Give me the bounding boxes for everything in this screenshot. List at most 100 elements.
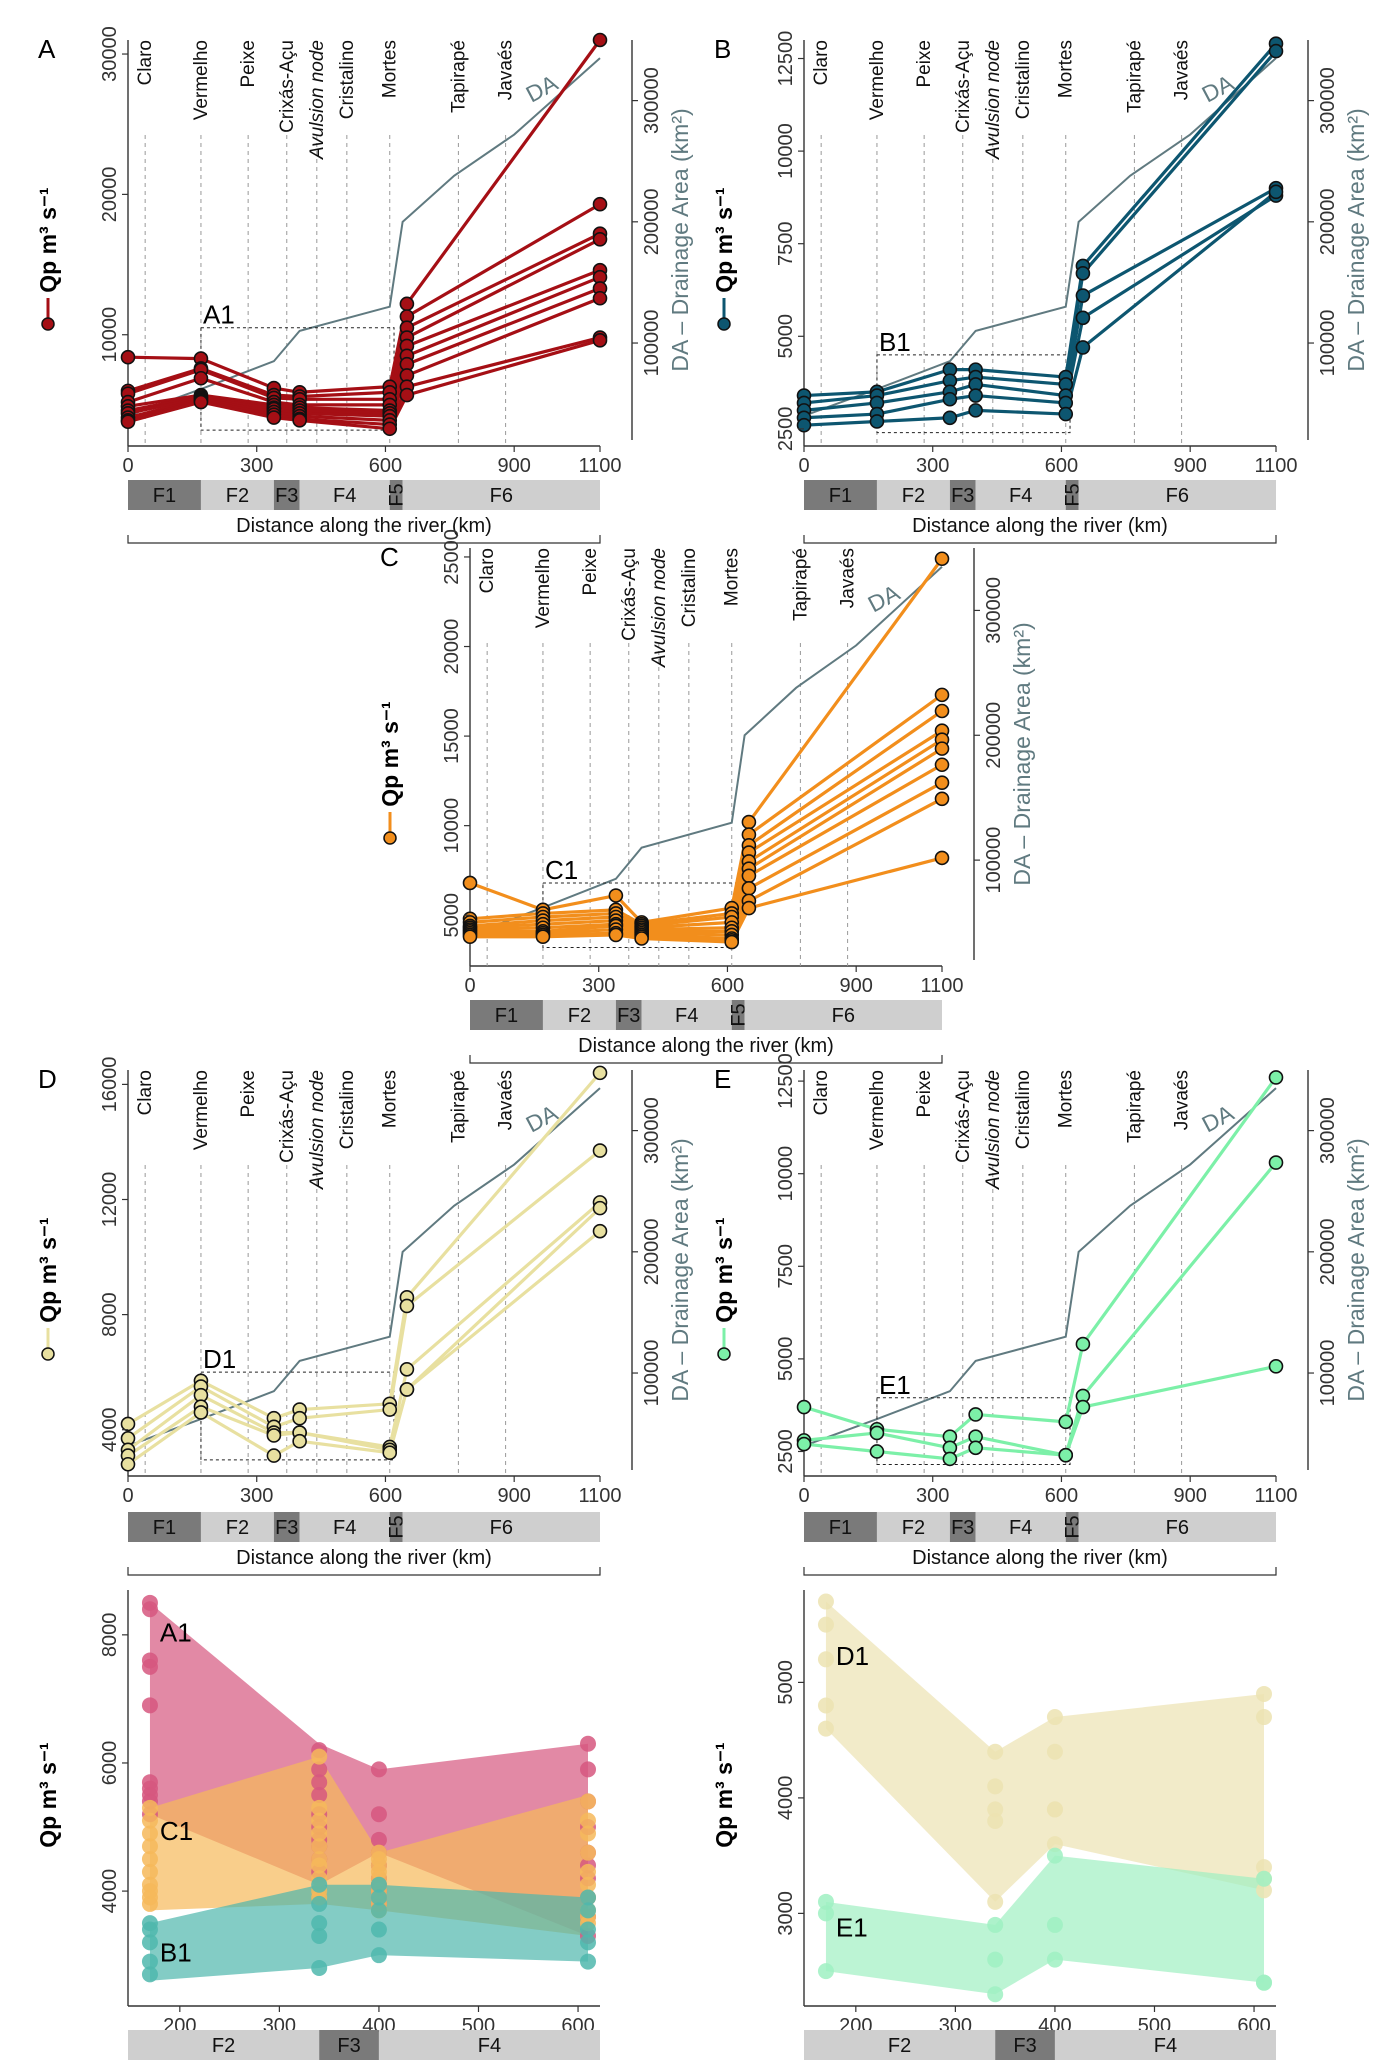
series-line <box>469 693 943 926</box>
river-label-5: Cristalino <box>337 40 358 119</box>
x-tick-label: 900 <box>1173 1485 1206 1507</box>
data-point <box>311 1915 328 1932</box>
data-point <box>934 791 950 807</box>
data-point <box>193 370 209 386</box>
y2-axis-title: DA – Drainage Area (km²) <box>667 108 693 371</box>
data-point <box>1256 1882 1272 1899</box>
y-tick-label: 4000 <box>775 1776 797 1821</box>
zone-bar <box>273 480 300 510</box>
river-label-2: Peixe <box>580 548 601 596</box>
river-label-6: Mortes <box>380 40 401 98</box>
panel-d: D Claro Vermelho Peixe Crixás-Açu Avulsion no… <box>35 1057 693 1576</box>
data-point <box>942 410 958 426</box>
y2-tick-label: 200000 <box>641 1218 663 1285</box>
zone-bar <box>1078 1512 1276 1542</box>
x-axis-title: Distance along the river (km) <box>912 1547 1168 1569</box>
band-label: E1 <box>836 1912 868 1942</box>
data-point <box>311 1825 328 1842</box>
y-tick-label: 20000 <box>99 167 121 223</box>
data-point <box>1046 1836 1063 1853</box>
zone-label: F4 <box>1009 485 1032 507</box>
y2-axis-title: DA – Drainage Area (km²) <box>667 1138 693 1401</box>
data-point <box>817 1720 834 1737</box>
y2-tick-label: 300000 <box>983 577 1005 644</box>
data-point <box>370 1876 387 1893</box>
y-tick-label: 7500 <box>775 1244 797 1289</box>
data-point <box>968 1407 983 1422</box>
zone-label: F2 <box>888 2035 911 2057</box>
zone-bar <box>1078 480 1276 510</box>
river-label-3: Crixás-Açu <box>619 548 640 641</box>
river-label-5: Cristalino <box>1013 40 1034 119</box>
data-point <box>580 1863 596 1880</box>
zone-bar <box>389 480 403 510</box>
data-point <box>592 1143 608 1158</box>
data-point <box>370 1806 387 1823</box>
data-point <box>1075 310 1091 326</box>
x-tick-label: 0 <box>464 975 475 997</box>
data-point <box>311 1927 328 1944</box>
data-point <box>580 1921 596 1938</box>
data-point <box>934 551 950 567</box>
data-point <box>934 703 950 719</box>
river-label-5: Cristalino <box>679 548 700 627</box>
data-point <box>311 1812 328 1829</box>
x-tick-label: 1100 <box>1254 455 1297 477</box>
distance-bracket <box>469 1055 943 1064</box>
data-point <box>580 1735 596 1752</box>
y-tick-label: 5000 <box>441 893 463 938</box>
y-tick-label: 25000 <box>441 529 463 585</box>
data-point <box>934 741 950 756</box>
data-point <box>1046 1801 1063 1818</box>
y-tick-label: 2500 <box>775 1429 797 1474</box>
inset-label: E1 <box>879 1370 911 1400</box>
data-point <box>817 1893 834 1910</box>
zone-bar <box>128 480 201 510</box>
data-point <box>292 1433 307 1449</box>
zone-bar <box>200 1512 274 1542</box>
y2-tick-label: 100000 <box>641 1340 663 1407</box>
data-point <box>869 414 885 429</box>
zone-label: F1 <box>829 485 852 507</box>
y-tick-label: 12500 <box>775 1053 797 1109</box>
data-point <box>1075 1399 1091 1415</box>
distance-bracket <box>803 1567 1277 1576</box>
panel-a: A Claro Vermelho Peixe Crixás-Açu Avulsion no… <box>35 26 693 544</box>
data-point <box>1268 1358 1284 1374</box>
zone-bar <box>1065 1512 1079 1542</box>
data-point <box>987 1951 1004 1968</box>
zone-label: F4 <box>1009 1517 1032 1539</box>
river-label-8: Javaés <box>496 1070 517 1130</box>
series-line <box>803 1161 1278 1457</box>
data-point <box>608 888 624 903</box>
data-point <box>1058 1447 1074 1463</box>
x-tick-label: 0 <box>798 1485 809 1507</box>
river-label-1: Vermelho <box>533 548 554 628</box>
river-label-2: Peixe <box>914 40 935 88</box>
data-point <box>292 413 307 428</box>
zone-label: F2 <box>226 485 249 507</box>
inset-label: D1 <box>203 1344 236 1374</box>
data-point <box>1268 1070 1284 1085</box>
y-axis-title: Qp m³ s⁻¹ <box>35 1217 61 1322</box>
y2-tick-label: 200000 <box>1317 1218 1339 1285</box>
data-point <box>1046 1743 1063 1760</box>
river-label-5: Cristalino <box>1013 1070 1034 1149</box>
data-point <box>1046 1916 1063 1933</box>
inset-label: B1 <box>879 327 911 357</box>
data-point <box>370 1761 387 1778</box>
zone-label: F1 <box>829 1517 852 1539</box>
data-point <box>399 1382 415 1397</box>
zone-label: F3 <box>337 2035 360 2057</box>
data-point <box>934 775 950 790</box>
x-tick-label: 1100 <box>578 1485 621 1507</box>
y-tick-label: 16000 <box>99 1057 121 1113</box>
y-tick-label: 8000 <box>99 1292 121 1337</box>
legend-marker <box>717 317 731 331</box>
area-band <box>149 1884 588 1981</box>
da-curve <box>803 1087 1277 1447</box>
x-tick-label: 300 <box>240 1485 273 1507</box>
y2-tick-label: 100000 <box>1317 1340 1339 1407</box>
x-tick-label: 300 <box>916 1485 949 1507</box>
